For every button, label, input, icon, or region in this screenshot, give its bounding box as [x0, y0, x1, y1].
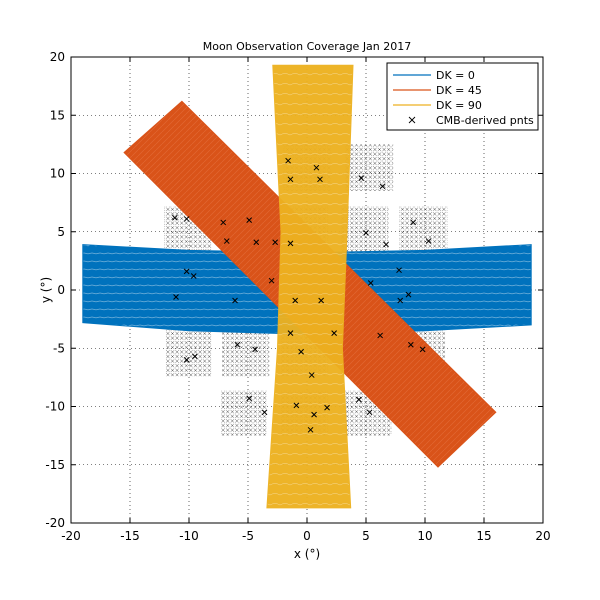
cmb-point-33 — [287, 330, 294, 336]
cmb-point-7 — [183, 216, 190, 222]
cmb-point-40 — [246, 395, 253, 402]
cmb-point-47 — [307, 426, 314, 433]
legend-box — [386, 62, 539, 131]
cmb-point-22 — [268, 277, 275, 284]
cmb-point-14 — [363, 230, 369, 236]
chart-title: Moon Observation Coverage Jan 2017 — [203, 40, 412, 53]
cmb-point-27 — [396, 267, 402, 274]
cmb-markers — [171, 157, 432, 433]
x-axis-title: x (°) — [294, 547, 320, 561]
cmb-point-10 — [223, 238, 230, 244]
cmb-point-5 — [379, 183, 386, 190]
y-tick-label: 10 — [50, 167, 65, 181]
cmb-point-1 — [313, 164, 320, 171]
x-tick-label: 5 — [362, 529, 370, 543]
cmb-point-46 — [324, 404, 330, 411]
legend: DK = 0 DK = 45 DK = 90 CMB-derived pnts — [386, 62, 539, 131]
cmb-point-29 — [192, 353, 198, 360]
cmb-block-5 — [341, 206, 389, 252]
cmb-point-13 — [287, 240, 294, 247]
y-tick-label: -20 — [45, 516, 65, 530]
cmb-point-12 — [272, 239, 278, 246]
cmb-point-6 — [171, 214, 178, 221]
x-tick-label: -5 — [242, 529, 254, 543]
cmb-point-41 — [261, 409, 268, 416]
cmb-point-30 — [183, 357, 190, 363]
cmb-point-16 — [410, 219, 417, 226]
cmb-point-42 — [293, 402, 300, 409]
cmb-point-43 — [311, 411, 317, 418]
y-tick-label: -5 — [53, 341, 65, 355]
x-tick-label: 15 — [476, 529, 491, 543]
cmb-point-9 — [246, 217, 253, 223]
cmb-block-17 — [220, 390, 267, 436]
cmb-point-36 — [331, 330, 337, 336]
cmb-point-0 — [285, 157, 291, 164]
cmb-point-38 — [407, 341, 414, 348]
legend-label-dk45: DK = 45 — [436, 84, 482, 97]
cmb-point-19 — [190, 273, 197, 279]
cmb-point-35 — [308, 372, 315, 378]
x-tick-label: -15 — [120, 529, 140, 543]
cmb-point-32 — [252, 346, 258, 353]
y-tick-label: 20 — [50, 50, 65, 64]
cmb-point-17 — [425, 238, 432, 244]
cmb-point-25 — [367, 280, 374, 286]
x-tick-label: -10 — [179, 529, 199, 543]
cmb-point-2 — [287, 176, 294, 183]
legend-label-dk0: DK = 0 — [436, 69, 475, 82]
cmb-point-45 — [366, 409, 373, 416]
x-tick-label: 20 — [535, 529, 550, 543]
cmb-block-12 — [165, 328, 212, 377]
cmb-point-15 — [383, 241, 389, 248]
y-tick-label: -10 — [45, 400, 65, 414]
cmb-point-26 — [397, 297, 404, 304]
cmb-point-23 — [292, 297, 299, 304]
cmb-point-37 — [377, 332, 384, 339]
cmb-block-13 — [222, 328, 270, 377]
cmb-point-21 — [232, 297, 238, 304]
x-tick-label: 0 — [303, 529, 311, 543]
legend-marker-cmb — [408, 116, 416, 124]
y-tick-label: 5 — [57, 225, 65, 239]
legend-label-dk90: DK = 90 — [436, 99, 482, 112]
x-tick-label: -20 — [61, 529, 81, 543]
cmb-point-31 — [234, 341, 241, 348]
y-tick-label: -15 — [45, 458, 65, 472]
cmb-point-39 — [419, 346, 426, 353]
cmb-point-44 — [356, 396, 362, 403]
cmb-point-20 — [173, 294, 179, 300]
cmb-point-11 — [253, 239, 260, 246]
y-tick-label: 15 — [50, 108, 65, 122]
y-axis-title: y (°) — [39, 277, 53, 303]
cmb-point-4 — [358, 175, 365, 182]
cmb-block-6 — [399, 206, 448, 252]
legend-label-cmb: CMB-derived pnts — [436, 114, 534, 127]
dk90-region — [266, 64, 354, 509]
cmb-point-24 — [318, 297, 325, 304]
cmb-point-18 — [183, 268, 190, 275]
cmb-block-1 — [344, 144, 394, 191]
cmb-point-28 — [405, 291, 412, 298]
y-tick-label: 0 — [57, 283, 65, 297]
x-tick-label: 10 — [417, 529, 432, 543]
cmb-point-8 — [220, 219, 227, 226]
cmb-point-3 — [317, 176, 323, 183]
cmb-point-34 — [298, 348, 304, 355]
axis-ticks: -20 -15 -10 -5 0 5 10 15 20 -20 -15 -10 -5 0 5 10 15 20 — [45, 50, 550, 543]
coverage-regions — [82, 64, 532, 509]
